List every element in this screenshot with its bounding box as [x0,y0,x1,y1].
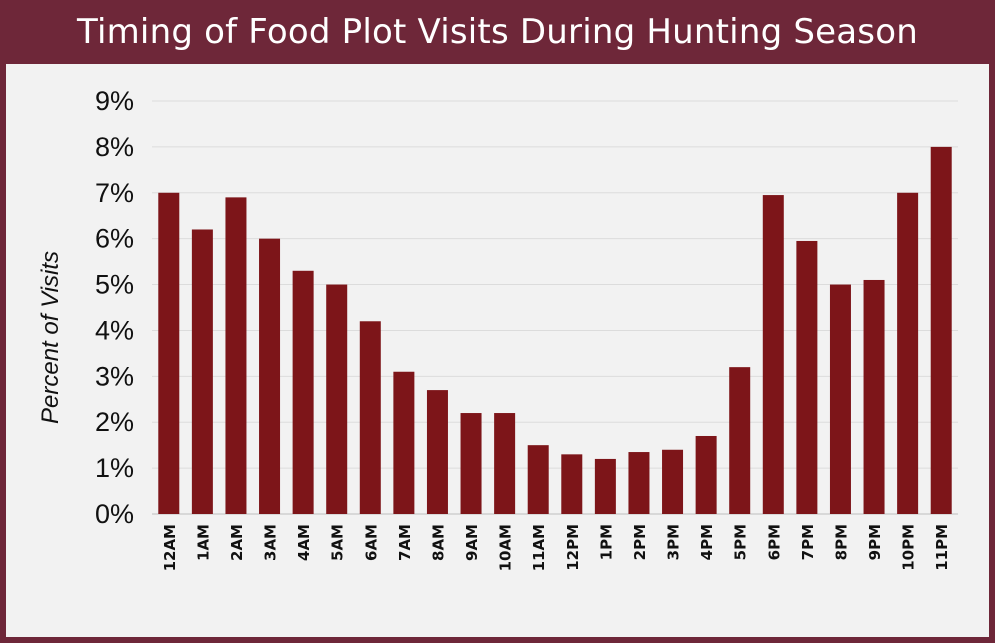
bar-4pm [695,435,717,514]
x-tick-label: 1PM [597,524,615,560]
bar-3am [259,238,281,514]
bar-6am [359,321,381,514]
bar-3pm [662,449,684,514]
x-tick-label: 11PM [933,524,951,571]
y-tick-label: 2% [95,407,134,437]
x-tick-label: 5AM [329,524,347,561]
bar-chart: 0% 1% 2% 3% 4% 5% 6% 7% 8% 9% 12AM 1AM 2AM 3AM 4AM 5AM 6… [37,86,958,571]
x-tick-label: 1AM [194,524,212,561]
y-tick-label: 5% [95,270,134,300]
x-tick-label: 12PM [564,524,582,571]
x-tick-label: 5PM [732,524,750,560]
chart-title: Timing of Food Plot Visits During Huntin… [77,12,918,52]
bar-4am [292,270,314,514]
x-tick-label: 9PM [866,524,884,560]
x-tick-label: 3PM [665,524,683,560]
y-tick-label: 0% [95,499,134,529]
y-tick-label: 8% [95,132,134,162]
x-tick-label: 10PM [900,524,918,571]
y-tick-label: 3% [95,361,134,391]
x-tick-label: 4AM [295,524,313,561]
x-tick-label: 9AM [463,524,481,561]
y-axis-title: Percent of Visits [37,251,64,424]
bar-9am [460,413,482,514]
bar-10pm [897,192,919,514]
bar-8pm [829,284,851,514]
x-tick-label: 6PM [765,524,783,560]
bar-8am [426,390,448,514]
y-tick-label: 4% [95,315,134,345]
y-tick-label: 6% [95,224,134,254]
x-tick-label: 8AM [429,524,447,561]
bar-7pm [796,240,818,514]
bar-2am [225,197,247,514]
x-tick-label: 3AM [262,524,280,561]
y-tick-label: 9% [95,86,134,116]
x-tick-label: 11AM [530,524,548,571]
x-tick-label: 7PM [799,524,817,560]
y-tick-label: 7% [95,178,134,208]
x-tick-label: 2AM [228,524,246,561]
x-tick-label: 4PM [698,524,716,560]
x-tick-label: 8PM [832,524,850,560]
bar-11pm [930,146,952,514]
y-tick-label: 1% [95,453,134,483]
bar-11am [527,445,549,514]
bar-10am [494,413,516,514]
bar-12pm [561,454,583,514]
bar-7am [393,371,415,514]
x-tick-label: 12AM [161,524,179,571]
plot-panel: 0% 1% 2% 3% 4% 5% 6% 7% 8% 9% 12AM 1AM 2AM 3AM 4AM 5AM 6… [6,64,989,637]
x-tick-label: 10AM [497,524,515,571]
bar-1pm [594,458,616,514]
x-tick-label: 7AM [396,524,414,561]
bar-2pm [628,452,650,514]
x-tick-label: 2PM [631,524,649,560]
bar-9pm [863,279,885,514]
x-tick-label: 6AM [362,524,380,561]
bar-5pm [729,367,751,514]
bar-12am [158,192,180,514]
bar-6pm [762,195,784,515]
bar-1am [191,229,213,514]
bar-5am [326,284,348,514]
